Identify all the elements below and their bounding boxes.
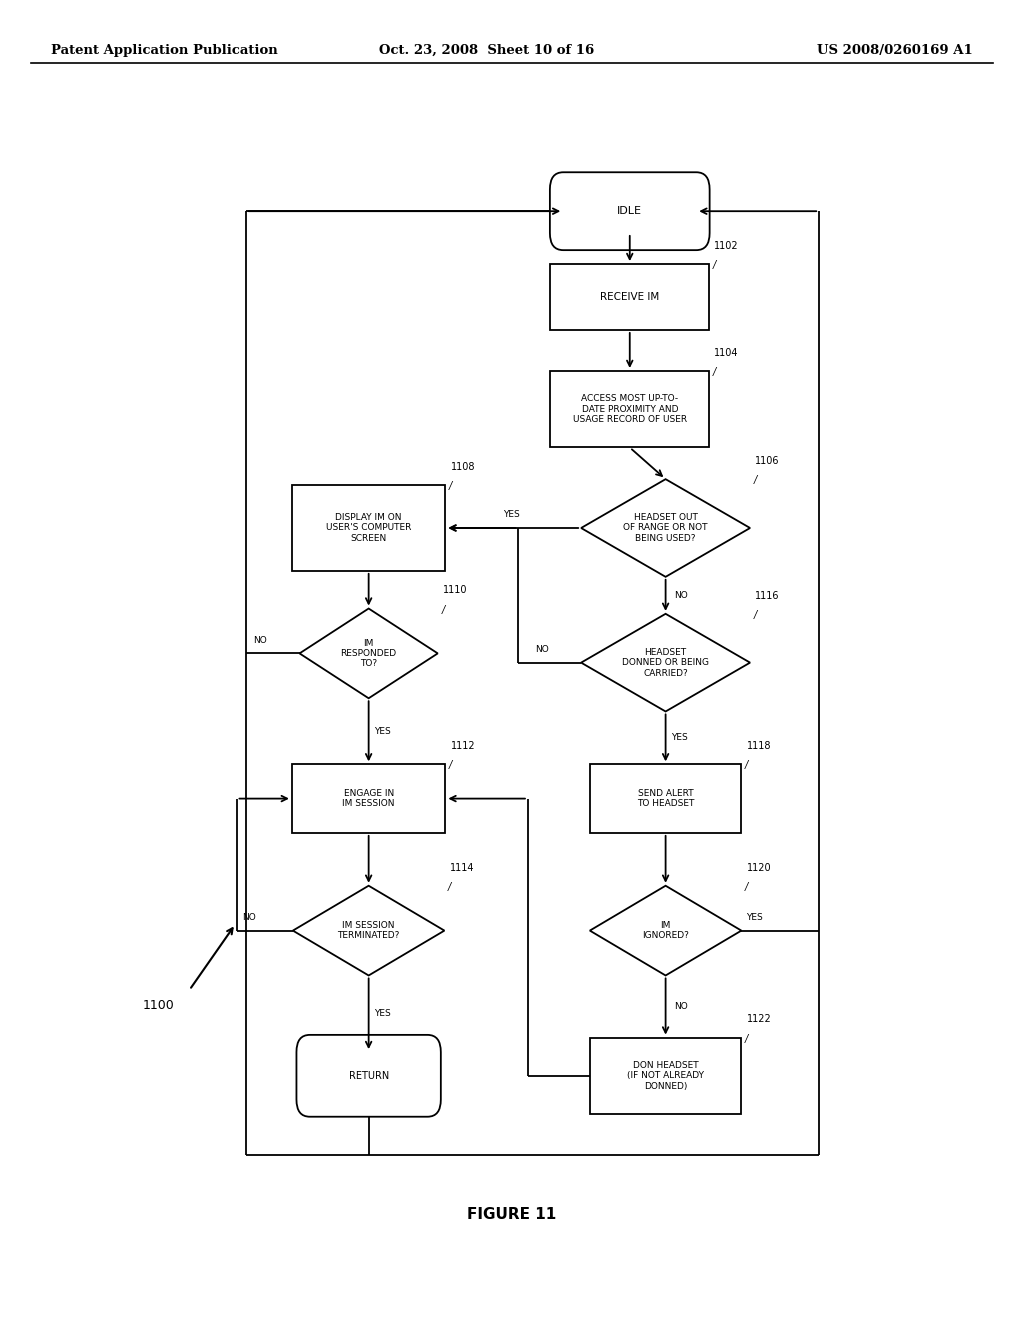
Polygon shape <box>299 609 438 698</box>
Text: 1116: 1116 <box>756 590 779 601</box>
Text: 1120: 1120 <box>746 862 771 873</box>
Text: YES: YES <box>746 913 763 921</box>
Text: HEADSET
DONNED OR BEING
CARRIED?: HEADSET DONNED OR BEING CARRIED? <box>623 648 709 677</box>
FancyBboxPatch shape <box>550 172 710 251</box>
FancyBboxPatch shape <box>551 371 709 447</box>
Text: NO: NO <box>535 645 549 653</box>
FancyBboxPatch shape <box>297 1035 440 1117</box>
Text: /: / <box>752 610 758 620</box>
Text: 1112: 1112 <box>451 741 475 751</box>
Text: YES: YES <box>374 1010 390 1018</box>
Text: ENGAGE IN
IM SESSION: ENGAGE IN IM SESSION <box>342 789 395 808</box>
Text: 1114: 1114 <box>450 862 474 873</box>
Polygon shape <box>590 886 741 975</box>
Text: RETURN: RETURN <box>348 1071 389 1081</box>
Text: /: / <box>743 882 749 892</box>
Text: DON HEADSET
(IF NOT ALREADY
DONNED): DON HEADSET (IF NOT ALREADY DONNED) <box>627 1061 705 1090</box>
Text: Patent Application Publication: Patent Application Publication <box>51 44 278 57</box>
Text: NO: NO <box>254 636 267 644</box>
Text: NO: NO <box>674 1002 687 1011</box>
FancyBboxPatch shape <box>292 764 445 833</box>
Polygon shape <box>293 886 444 975</box>
Text: 1118: 1118 <box>746 741 771 751</box>
Text: US 2008/0260169 A1: US 2008/0260169 A1 <box>817 44 973 57</box>
Text: IDLE: IDLE <box>617 206 642 216</box>
Text: IM
IGNORED?: IM IGNORED? <box>642 921 689 940</box>
Text: HEADSET OUT
OF RANGE OR NOT
BEING USED?: HEADSET OUT OF RANGE OR NOT BEING USED? <box>624 513 708 543</box>
Text: YES: YES <box>503 511 520 519</box>
Text: 1102: 1102 <box>715 240 739 251</box>
Text: FIGURE 11: FIGURE 11 <box>467 1206 557 1222</box>
FancyBboxPatch shape <box>292 484 445 570</box>
Text: NO: NO <box>674 591 687 599</box>
Text: 1104: 1104 <box>715 347 738 358</box>
Text: 1100: 1100 <box>142 999 175 1012</box>
Text: 1110: 1110 <box>442 585 467 595</box>
Polygon shape <box>582 479 750 577</box>
Polygon shape <box>582 614 750 711</box>
Text: /: / <box>752 475 758 486</box>
Text: IM
RESPONDED
TO?: IM RESPONDED TO? <box>341 639 396 668</box>
Text: /: / <box>711 367 717 378</box>
Text: DISPLAY IM ON
USER'S COMPUTER
SCREEN: DISPLAY IM ON USER'S COMPUTER SCREEN <box>326 513 412 543</box>
Text: 1106: 1106 <box>756 455 779 466</box>
Text: 1108: 1108 <box>451 462 475 473</box>
Text: SEND ALERT
TO HEADSET: SEND ALERT TO HEADSET <box>637 789 694 808</box>
Text: YES: YES <box>374 727 390 735</box>
Text: ACCESS MOST UP-TO-
DATE PROXIMITY AND
USAGE RECORD OF USER: ACCESS MOST UP-TO- DATE PROXIMITY AND US… <box>572 395 687 424</box>
Text: NO: NO <box>242 913 255 921</box>
Text: /: / <box>743 1034 749 1044</box>
Text: /: / <box>440 605 445 615</box>
Text: YES: YES <box>671 734 687 742</box>
Text: /: / <box>743 760 749 771</box>
Text: RECEIVE IM: RECEIVE IM <box>600 292 659 302</box>
Text: Oct. 23, 2008  Sheet 10 of 16: Oct. 23, 2008 Sheet 10 of 16 <box>379 44 594 57</box>
FancyBboxPatch shape <box>551 264 709 330</box>
Text: /: / <box>446 882 452 892</box>
Text: 1122: 1122 <box>746 1014 771 1024</box>
Text: /: / <box>711 260 717 271</box>
FancyBboxPatch shape <box>590 1038 741 1114</box>
Text: IM SESSION
TERMINATED?: IM SESSION TERMINATED? <box>338 921 399 940</box>
Text: /: / <box>447 482 453 491</box>
FancyBboxPatch shape <box>590 764 741 833</box>
Text: /: / <box>447 760 453 771</box>
